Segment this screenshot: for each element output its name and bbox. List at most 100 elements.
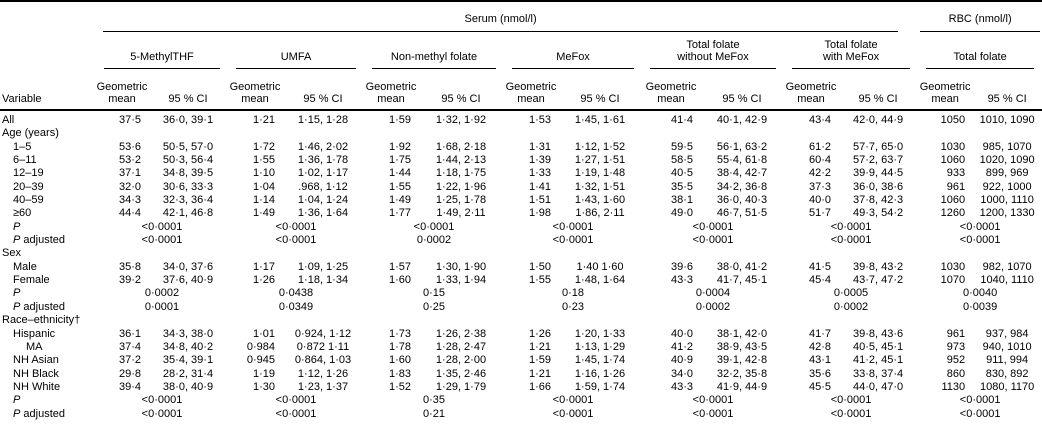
ci-cell: 1·32, 1·92: [435, 114, 487, 126]
geometric-mean-cell: 1·14: [252, 194, 275, 207]
geometric-mean-cell: 1·51: [528, 194, 551, 207]
ci-cell: 41·9, 44·9: [716, 380, 768, 393]
geometric-mean-cell: 961: [946, 327, 966, 340]
geometric-mean-cell: 1·41: [528, 180, 551, 193]
group-header-label: MeFox: [512, 51, 634, 69]
p-value-cell: 0·0004: [695, 287, 731, 300]
group-header-label: Total folate: [926, 51, 1035, 69]
ci-cell: 1·28, 2·00: [435, 354, 487, 367]
row-label: Hispanic: [13, 327, 56, 340]
ci-cell: 34·2, 36·8: [716, 180, 768, 193]
ci-cell: 1·86, 2·11: [575, 207, 625, 220]
p-value-cell: <0·0001: [830, 234, 872, 247]
p-value-cell: <0·0001: [413, 220, 455, 233]
ci-cell: 1080, 1170: [980, 380, 1035, 393]
geometric-mean-cell: 42·2: [808, 167, 831, 180]
row-label: ≥60: [13, 207, 32, 220]
geometric-mean-cell: 1060: [940, 194, 966, 207]
ci-cell: 1·23, 1·37: [297, 380, 349, 393]
ci-cell: 1·20, 1·33: [574, 327, 626, 340]
geometric-mean-cell: 1·60: [388, 274, 411, 287]
ci-cell: 1010, 1090: [979, 114, 1035, 126]
table-row: 40–59 34·3 32·3, 36·4 1·14 1·04, 1·24 1·49 1·2…: [0, 194, 1042, 207]
geometric-mean-cell: 1·75: [388, 154, 411, 167]
geometric-mean-cell: 1·83: [388, 367, 411, 380]
row-label: P adjusted: [13, 234, 65, 247]
geometric-mean-cell: 1·77: [388, 207, 411, 220]
ci-cell: 42·0, 44·9: [852, 114, 904, 126]
group-header-total-folate-with-mefox: Total folate with MeFox: [784, 32, 918, 69]
ci-cell: 1·22, 1·96: [435, 180, 487, 193]
ci-cell: 40·5, 45·1: [852, 340, 904, 353]
geometric-mean-cell: 1·44: [388, 167, 411, 180]
ci-cell: 1·36, 1·78: [297, 154, 349, 167]
ci-cell: 1·35, 2·46: [435, 367, 487, 380]
ci-cell: 36·0, 38·6: [852, 180, 904, 193]
supergroup-row: Serum (nmol/l) RBC (nmol/l): [0, 1, 1042, 32]
ci-cell: 39·8, 43·6: [852, 327, 904, 340]
geometric-mean-cell: 41·4: [670, 114, 693, 126]
geometric-mean-cell: 36·1: [118, 327, 141, 340]
p-value-cell: 0·0002: [144, 287, 180, 300]
p-value-cell: 0·0002: [833, 300, 869, 313]
ci-cell: 1·02, 1·17: [297, 167, 349, 180]
row-label: 40–59: [13, 194, 44, 207]
ci-cell: 985, 1070: [982, 140, 1032, 153]
geometric-mean-cell: 1·49: [388, 194, 411, 207]
row-label: NH Asian: [13, 354, 59, 367]
ci-cell: 940, 1010: [982, 340, 1032, 353]
ci-cell: 0·924, 1·12: [294, 327, 352, 340]
geometric-mean-header: Geometric mean: [228, 69, 282, 111]
analyte-group-row: 5-MethylTHF UMFA Non-methyl folate MeFox Tot…: [0, 32, 1042, 69]
geometric-mean-cell: 44·4: [118, 207, 141, 220]
p-value-cell: <0·0001: [692, 407, 734, 420]
geometric-mean-header: Geometric mean: [918, 69, 973, 111]
ci-cell: 1·16, 1·26: [574, 367, 626, 380]
geometric-mean-cell: 952: [946, 354, 966, 367]
geometric-mean-cell: 1050: [940, 114, 966, 126]
geometric-mean-cell: 1·55: [252, 154, 275, 167]
ci-cell: 1·27, 1·51: [574, 154, 626, 167]
ci-cell: 41·7, 45·1: [716, 274, 768, 287]
group-header-label: 5-MethylTHF: [104, 51, 220, 69]
subheader-row: Variable Geometric mean 95 % CI Geometric …: [0, 69, 1042, 111]
ci-cell: 35·4, 39·1: [162, 354, 214, 367]
p-value-cell: <0·0001: [830, 394, 872, 407]
ci-cell: 30·6, 33·3: [162, 180, 214, 193]
geometric-mean-cell: 37·5: [118, 114, 141, 126]
group-header-label: Total folate with MeFox: [792, 39, 911, 69]
p-value-cell: <0·0001: [141, 407, 183, 420]
geometric-mean-cell: 1·21: [528, 367, 551, 380]
geometric-mean-cell: 59·5: [670, 140, 693, 153]
ci-cell: 1020, 1090: [979, 154, 1035, 167]
rbc-supergroup-label: RBC (nmol/l): [920, 13, 1041, 32]
ci-cell: 1·30, 1·90: [435, 260, 487, 273]
section-spacer: [96, 314, 1042, 327]
group-header-label: UMFA: [236, 51, 356, 69]
geometric-mean-header: Geometric mean: [784, 69, 838, 111]
geometric-mean-cell: 37·3: [808, 180, 831, 193]
geometric-mean-cell: 1·49: [252, 207, 275, 220]
group-header-rbc-total-folate: Total folate: [918, 32, 1042, 69]
geometric-mean-cell: 1·01: [252, 327, 275, 340]
ci-header: 95 % CI: [558, 69, 642, 111]
p-value-cell: <0·0001: [552, 234, 594, 247]
ci-cell: 1·59, 1·74: [574, 380, 626, 393]
ci-cell: 1·29, 1·79: [435, 380, 487, 393]
geometric-mean-cell: 53·6: [118, 140, 141, 153]
table-row: 6–11 53·2 50·3, 56·4 1·55 1·36, 1·78 1·75 1·44…: [0, 154, 1042, 167]
geometric-mean-cell: 1·21: [252, 114, 275, 126]
geometric-mean-cell: 1260: [940, 207, 966, 220]
ci-cell: 1·45, 1·61: [574, 114, 626, 126]
ci-cell: 50·5, 57·0: [162, 140, 214, 153]
geometric-mean-cell: 43·1: [808, 354, 831, 367]
row-label: 6–11: [13, 154, 37, 167]
ci-cell: 42·1, 46·8: [162, 207, 214, 220]
ci-cell: 1·68, 2·18: [435, 140, 487, 153]
ci-cell: 32·2, 35·8: [716, 367, 768, 380]
ci-cell: 1·36, 1·64: [297, 207, 349, 220]
ci-cell: 1·45, 1·74: [574, 354, 626, 367]
ci-cell: 1·49, 2·11: [436, 207, 486, 220]
geometric-mean-cell: 1·98: [528, 207, 551, 220]
group-header-umfa: UMFA: [228, 32, 364, 69]
